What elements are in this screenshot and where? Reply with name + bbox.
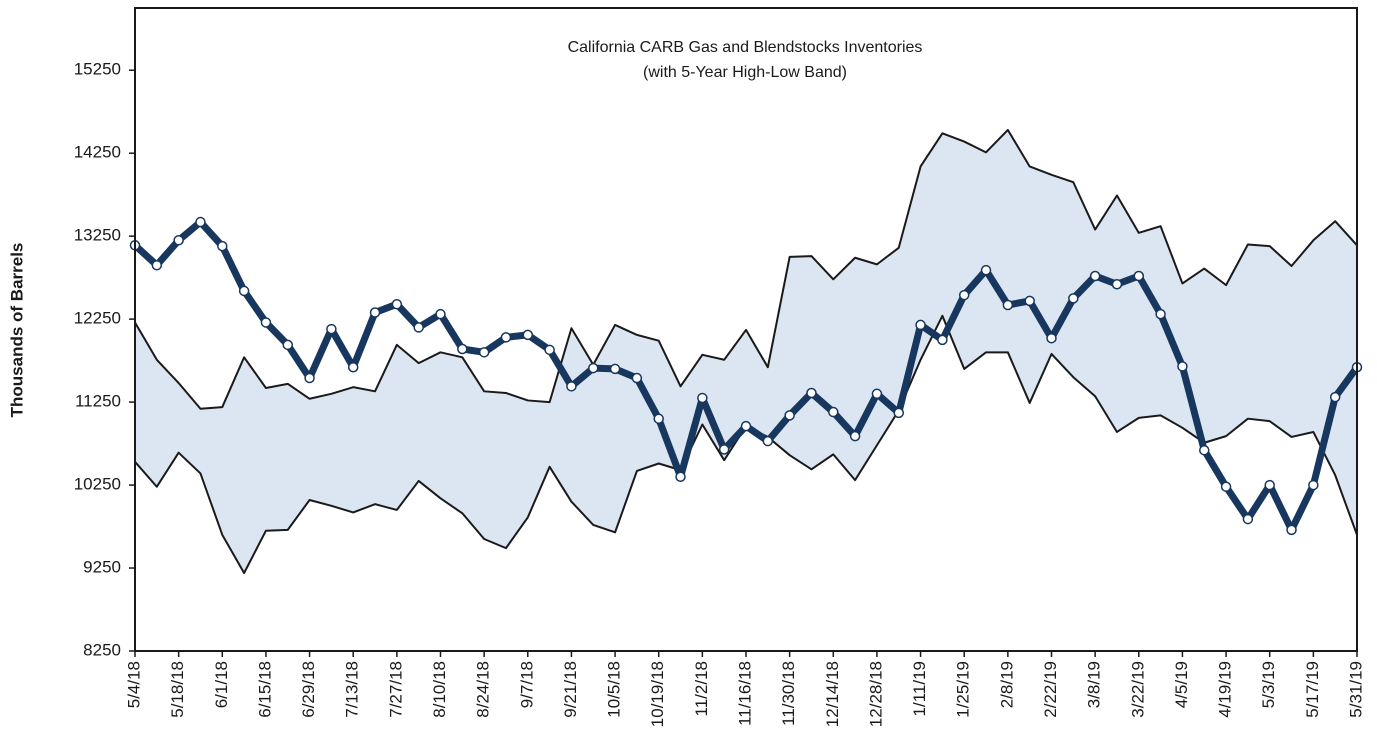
y-tick-label: 13250 [74,226,121,245]
data-point [391,298,403,310]
y-tick-label: 12250 [74,309,121,328]
x-tick-label: 12/28/18 [866,661,885,727]
x-tick-label: 5/31/19 [1346,661,1365,718]
data-point [762,435,774,447]
data-point [784,410,795,421]
x-tick-label: 6/1/18 [212,661,231,708]
data-point [1220,481,1232,492]
x-tick-label: 2/8/19 [997,661,1016,708]
x-tick-label: 8/24/18 [474,661,493,718]
x-tick-label: 5/17/19 [1303,661,1322,718]
data-point [675,471,686,483]
data-point [1242,513,1254,525]
data-point [1068,293,1079,304]
x-tick-label: 3/8/19 [1085,661,1104,708]
data-point [304,372,315,384]
plot-frame [134,7,1358,652]
data-point [522,329,534,341]
x-tick-label: 4/19/19 [1216,661,1235,718]
data-point [282,339,293,351]
data-point [544,344,555,356]
x-tick-label: 1/25/19 [954,661,973,718]
data-point [1329,391,1341,403]
x-tick-label: 12/14/18 [823,661,842,727]
data-point [1046,332,1057,344]
data-point [1199,444,1210,456]
data-point [1155,308,1166,320]
x-tick-label: 10/19/18 [648,661,667,727]
data-point [347,362,359,373]
x-tick-label: 6/29/18 [299,661,318,718]
data-point [500,332,512,343]
data-point [369,307,381,318]
data-point [1177,361,1188,372]
data-point [478,347,490,358]
x-tick-label: 7/27/18 [386,661,405,718]
x-tick-label: 11/16/18 [735,661,754,726]
y-tick-label: 9250 [83,558,121,577]
data-point [260,317,272,328]
x-tick-label: 8/10/18 [430,661,449,718]
data-point [457,343,468,355]
data-point [151,259,163,271]
x-tick-label: 5/3/19 [1259,661,1278,708]
data-point [958,289,970,301]
data-point [893,407,904,419]
y-tick-label: 14250 [74,143,121,162]
x-tick-label: 4/5/19 [1172,661,1191,708]
data-point [980,264,992,276]
data-point [413,322,424,333]
x-tick-label: 5/18/18 [168,661,187,718]
series-line [134,128,1358,410]
x-tick-label: 11/2/18 [692,661,711,716]
data-point [937,334,948,346]
data-point [326,323,337,335]
x-tick-label: 11/30/18 [779,661,798,726]
x-tick-label: 9/21/18 [561,661,580,718]
data-point [217,240,228,252]
y-tick-label: 8250 [83,640,121,659]
y-axis-label: Thousands of Barrels [7,243,26,418]
data-point [435,308,446,320]
data-point [1024,295,1035,307]
data-point [1111,279,1123,290]
data-point [1089,270,1101,282]
data-point [915,319,926,331]
data-point [828,406,839,418]
data-point [806,387,817,399]
x-tick-label: 3/22/19 [1128,661,1147,718]
x-tick-label: 1/11/19 [910,661,929,716]
chart-title: California CARB Gas and Blendstocks Inve… [568,39,923,56]
data-point [173,235,184,246]
data-point [238,285,250,297]
x-tick-label: 2/22/19 [1041,661,1060,718]
data-point [653,413,664,424]
data-point [871,388,883,400]
data-point [1264,479,1275,491]
data-point [740,420,752,432]
x-tick-label: 5/4/18 [124,661,143,708]
data-point [849,430,861,442]
data-point [1002,299,1014,311]
data-point [1308,479,1319,491]
x-tick-label: 9/7/18 [517,661,536,708]
data-point [697,392,708,404]
data-point [195,216,206,228]
data-point [588,362,599,374]
data-point [1286,524,1297,536]
data-point [566,381,577,392]
data-point [718,444,730,455]
x-tick-label: 10/5/18 [605,661,624,718]
y-tick-label: 10250 [74,475,121,494]
data-point [609,363,621,375]
y-tick-label: 11250 [75,392,121,411]
data-point [631,372,643,384]
data-point [1133,270,1145,282]
x-tick-label: 6/15/18 [255,661,274,718]
chart-subtitle: (with 5-Year High-Low Band) [643,64,847,81]
band-fill [135,129,1357,574]
x-tick-label: 7/13/18 [343,661,362,718]
y-tick-label: 15250 [74,60,121,79]
